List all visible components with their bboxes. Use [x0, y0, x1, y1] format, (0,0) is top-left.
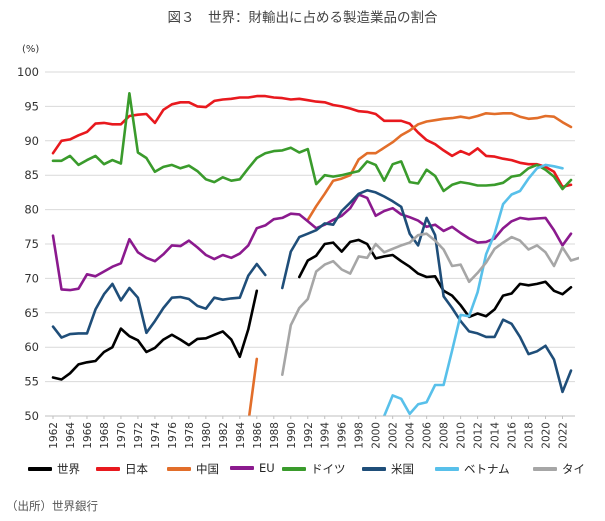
series-lines	[51, 92, 579, 416]
y-tick-label: 95	[24, 99, 39, 113]
y-tick-label: 75	[24, 237, 39, 251]
x-tick-label: 2020	[541, 422, 553, 449]
series-line-3	[51, 193, 573, 292]
y-tick-label: 50	[24, 409, 39, 423]
x-tick-label: 1998	[354, 422, 366, 449]
legend-item: EU	[230, 461, 275, 475]
x-tick-label: 2022	[558, 422, 570, 449]
legend-label: EU	[259, 461, 275, 475]
x-tick-label: 1996	[337, 422, 349, 449]
series-line-0	[51, 238, 573, 381]
series-line-5	[51, 189, 573, 394]
y-tick-label: 100	[17, 65, 39, 79]
legend-item: ベトナム	[435, 461, 510, 477]
x-tick-label: 1976	[167, 422, 179, 449]
x-tick-label: 1990	[286, 422, 298, 449]
y-tick-label: 85	[24, 168, 39, 182]
y-tick-label: 70	[24, 271, 39, 285]
x-tick-label: 1966	[82, 422, 94, 449]
legend-item: 日本	[96, 461, 148, 477]
series-line-6	[382, 163, 564, 416]
x-tick-label: 1982	[218, 422, 230, 449]
x-tick-label: 1972	[133, 422, 145, 449]
legend-swatch	[230, 466, 254, 470]
y-tick-label: 80	[24, 203, 39, 217]
x-tick-label: 2012	[473, 422, 485, 449]
series-line-7	[281, 232, 579, 376]
legend-item: 世界	[28, 461, 80, 477]
x-tick-label: 1988	[269, 422, 281, 449]
legend-item: ドイツ	[282, 461, 346, 477]
x-tick-label: 2014	[490, 422, 502, 449]
x-tick-label: 2004	[405, 422, 417, 449]
y-axis-label: (%)	[22, 44, 40, 55]
legend-swatch	[167, 467, 191, 471]
x-tick-label: 2018	[524, 422, 536, 449]
axes	[45, 415, 575, 419]
legend-label: 日本	[125, 462, 148, 476]
x-tick-label: 1994	[320, 422, 332, 449]
legend-label: タイ	[562, 462, 585, 476]
y-tick-labels: 50 55 60 65 70 75 80 85 90 95 100	[17, 65, 39, 423]
legend-label: 米国	[391, 462, 414, 476]
legend-swatch	[435, 467, 459, 471]
source-note: （出所）世界銀行	[6, 499, 98, 513]
legend-label: ドイツ	[311, 462, 346, 476]
y-tick-label: 60	[24, 340, 39, 354]
legend: 世界 日本 中国 EU ドイツ 米国 ベトナム タイ	[28, 461, 598, 477]
legend-label: ベトナム	[464, 462, 510, 476]
legend-swatch	[28, 467, 52, 471]
x-tick-label: 1970	[116, 422, 128, 449]
legend-item: 中国	[167, 461, 219, 477]
x-tick-label: 1964	[65, 422, 77, 449]
legend-swatch	[282, 467, 306, 471]
x-tick-label: 1984	[235, 422, 247, 449]
legend-swatch	[96, 467, 120, 471]
x-tick-label: 2006	[422, 422, 434, 449]
legend-item: タイ	[533, 461, 585, 477]
legend-swatch	[533, 467, 557, 471]
y-tick-label: 55	[24, 375, 39, 389]
legend-swatch	[362, 467, 386, 471]
x-tick-label: 1974	[150, 422, 162, 449]
x-tick-label: 1980	[201, 422, 213, 449]
x-tick-label: 2016	[507, 422, 519, 449]
x-tick-label: 1968	[99, 422, 111, 449]
x-tick-label: 1978	[184, 422, 196, 449]
x-tick-label: 2008	[439, 422, 451, 449]
chart-title: 図３ 世界：財輸出に占める製造業品の割合	[167, 10, 438, 26]
legend-label: 世界	[57, 462, 80, 476]
x-tick-label: 2010	[456, 422, 468, 449]
x-tick-label: 2002	[388, 422, 400, 449]
series-line-4	[51, 92, 573, 193]
x-tick-label: 1986	[252, 422, 264, 449]
y-tick-label: 90	[24, 134, 39, 148]
y-tick-label: 65	[24, 306, 39, 320]
series-line-1	[51, 94, 573, 189]
x-tick-label: 1992	[303, 422, 315, 449]
legend-label: 中国	[196, 462, 219, 476]
x-tick-labels: 1962 1964 1966 1968 1970 1972 1974 1976 1978 1980…	[48, 422, 570, 449]
x-tick-label: 2000	[371, 422, 383, 449]
x-tick-label: 1962	[48, 422, 60, 449]
legend-item: 米国	[362, 461, 414, 477]
